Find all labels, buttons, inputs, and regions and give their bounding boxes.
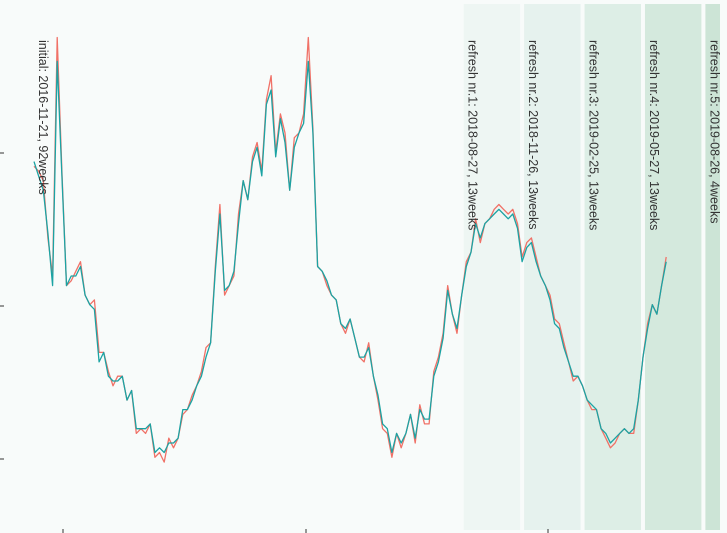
refresh-band-5	[705, 4, 720, 530]
series-line-2	[33, 60, 667, 454]
refresh-band-3	[584, 4, 641, 530]
series-lines	[33, 36, 667, 463]
segment-labels: initial: 2016-11-21, 92weeks refresh nr.1…	[36, 40, 721, 230]
segment-label-3: refresh nr.3: 2019-02-25, 13weeks	[587, 40, 601, 230]
segment-label-1: refresh nr.1: 2018-08-27, 13weeks	[466, 40, 480, 230]
segment-label-5: refresh nr.5: 2019-08-26, 4weeks	[707, 40, 721, 223]
segment-label-2: refresh nr.2: 2018-11-26, 13weeks	[526, 40, 540, 229]
refresh-band-1	[463, 4, 521, 530]
segment-label-4: refresh nr.4: 2019-05-27, 13weeks	[647, 40, 661, 230]
axis-ticks	[0, 152, 549, 533]
segment-label-0: initial: 2016-11-21, 92weeks	[36, 40, 50, 195]
refresh-band-2	[524, 4, 581, 530]
refresh-bands	[463, 4, 720, 530]
refresh-band-4	[644, 4, 702, 530]
